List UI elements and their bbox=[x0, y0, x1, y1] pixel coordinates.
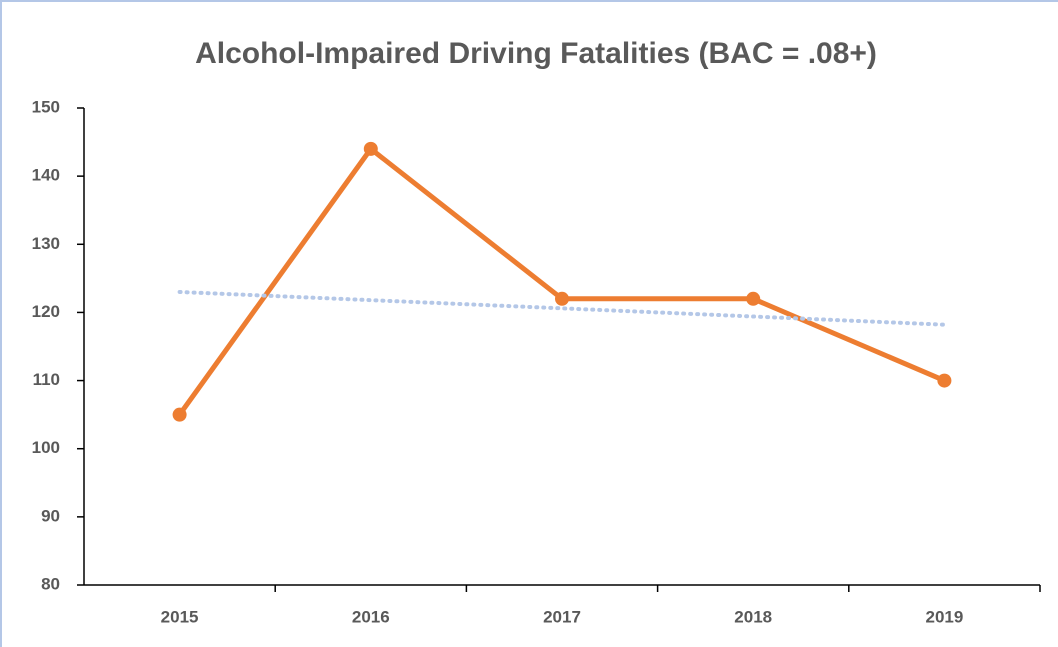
series-line bbox=[177, 146, 946, 417]
point bbox=[937, 373, 952, 388]
y-tick-label: 150 bbox=[32, 97, 60, 116]
y-tick-label: 90 bbox=[41, 506, 60, 525]
y-tick-label: 110 bbox=[33, 370, 60, 389]
x-tick-label: 2015 bbox=[161, 607, 199, 626]
x-tick-label: 2016 bbox=[352, 607, 390, 626]
x-tick-label: 2017 bbox=[543, 607, 581, 626]
x-tick-label: 2018 bbox=[734, 607, 772, 626]
trend-line bbox=[177, 289, 947, 327]
point bbox=[363, 141, 378, 156]
y-tick-label: 80 bbox=[41, 574, 60, 593]
y-tick-label: 100 bbox=[32, 438, 60, 457]
y-tick-label: 130 bbox=[32, 234, 60, 253]
point bbox=[172, 407, 187, 422]
y-tick-label: 140 bbox=[32, 166, 60, 185]
y-tick-label: 120 bbox=[32, 302, 60, 321]
chart-title: Alcohol-Impaired Driving Fatalities (BAC… bbox=[195, 37, 877, 70]
point bbox=[555, 291, 569, 306]
point bbox=[746, 291, 761, 306]
x-tick-label: 2019 bbox=[925, 607, 963, 626]
